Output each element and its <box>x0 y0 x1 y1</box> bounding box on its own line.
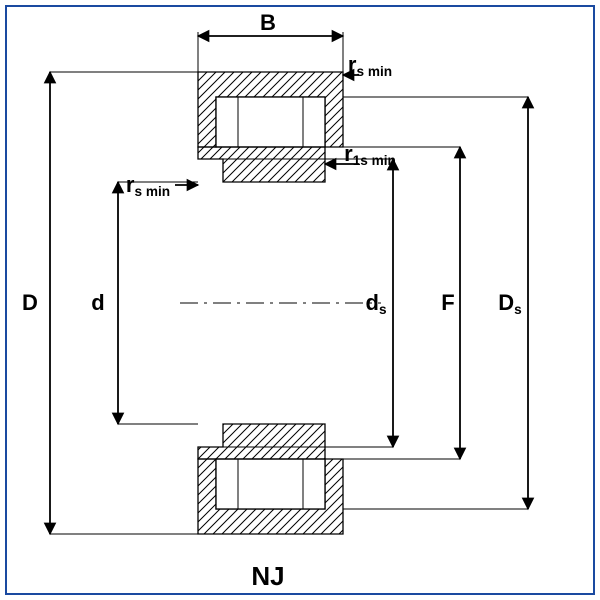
dimension-r_s2: rs min <box>343 52 392 79</box>
diagram-title: NJ <box>251 561 284 591</box>
inner-race-bottom-hatch <box>198 424 325 459</box>
dim-label-r_s: rs min <box>126 172 170 199</box>
dimension-r_s: rs min <box>126 172 198 199</box>
roller-window-top <box>216 97 325 147</box>
bearing-cross-section-diagram: B Dd ds F Ds rs min rs min r1s min NJ <box>0 0 600 600</box>
dim-label-r_1s: r1s min <box>344 141 396 168</box>
dim-label-F: F <box>441 290 454 315</box>
dimension-B: B <box>198 10 343 72</box>
dim-label-d_s: ds <box>365 290 386 317</box>
dim-label-r_s2: rs min <box>348 52 392 79</box>
inner-race-top-hatch <box>198 147 325 182</box>
roller-window-bottom <box>216 459 325 509</box>
dim-label-d: d <box>91 290 104 315</box>
dimension-D: D <box>22 72 198 534</box>
dim-label-B: B <box>260 10 276 35</box>
dim-label-D: D <box>22 290 38 315</box>
dim-label-D_s: Ds <box>498 290 522 317</box>
